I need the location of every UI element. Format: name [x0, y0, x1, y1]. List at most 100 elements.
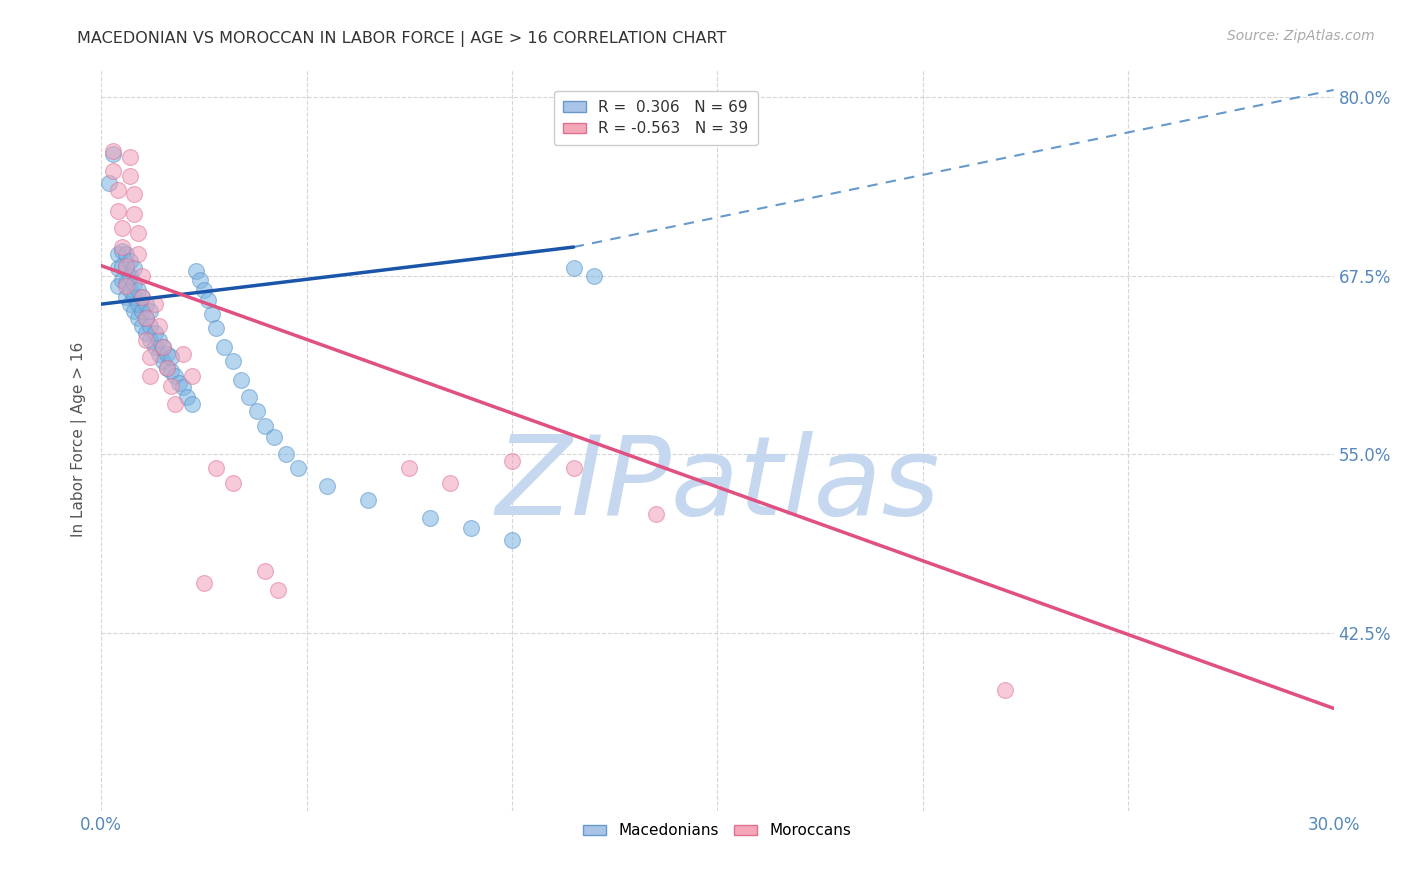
Point	[131, 318, 153, 333]
Point	[139, 350, 162, 364]
Point	[143, 297, 166, 311]
Point	[111, 244, 134, 259]
Point	[143, 340, 166, 354]
Point	[221, 354, 243, 368]
Point	[172, 347, 194, 361]
Point	[139, 368, 162, 383]
Point	[214, 340, 236, 354]
Point	[135, 326, 157, 340]
Point	[118, 254, 141, 268]
Text: ZIPatlas: ZIPatlas	[495, 431, 939, 538]
Point	[122, 290, 145, 304]
Point	[152, 354, 174, 368]
Point	[156, 361, 179, 376]
Point	[122, 187, 145, 202]
Point	[263, 430, 285, 444]
Point	[197, 293, 219, 307]
Point	[127, 311, 149, 326]
Point	[254, 418, 277, 433]
Point	[122, 261, 145, 276]
Point	[152, 340, 174, 354]
Point	[148, 347, 170, 361]
Point	[135, 311, 157, 326]
Point	[501, 533, 523, 547]
Point	[114, 247, 136, 261]
Point	[122, 304, 145, 318]
Point	[316, 478, 339, 492]
Point	[107, 278, 129, 293]
Point	[135, 311, 157, 326]
Point	[118, 169, 141, 183]
Point	[165, 368, 187, 383]
Point	[287, 461, 309, 475]
Point	[994, 682, 1017, 697]
Point	[439, 475, 461, 490]
Point	[246, 404, 269, 418]
Point	[165, 397, 187, 411]
Point	[172, 380, 194, 394]
Point	[160, 364, 183, 378]
Point	[127, 297, 149, 311]
Point	[267, 582, 290, 597]
Text: Source: ZipAtlas.com: Source: ZipAtlas.com	[1227, 29, 1375, 43]
Point	[131, 290, 153, 304]
Y-axis label: In Labor Force | Age > 16: In Labor Force | Age > 16	[72, 343, 87, 538]
Point	[562, 461, 585, 475]
Point	[180, 368, 202, 383]
Point	[107, 261, 129, 276]
Point	[180, 397, 202, 411]
Point	[103, 145, 125, 159]
Point	[152, 340, 174, 354]
Point	[205, 461, 228, 475]
Point	[107, 204, 129, 219]
Point	[229, 373, 252, 387]
Point	[114, 259, 136, 273]
Legend: Macedonians, Moroccans: Macedonians, Moroccans	[578, 817, 858, 845]
Point	[156, 361, 179, 376]
Point	[103, 147, 125, 161]
Point	[131, 268, 153, 283]
Point	[193, 575, 215, 590]
Point	[118, 268, 141, 283]
Point	[114, 290, 136, 304]
Point	[122, 207, 145, 221]
Point	[644, 507, 666, 521]
Point	[111, 273, 134, 287]
Point	[139, 318, 162, 333]
Point	[131, 304, 153, 318]
Point	[274, 447, 297, 461]
Point	[148, 333, 170, 347]
Point	[127, 247, 149, 261]
Point	[114, 261, 136, 276]
Point	[139, 333, 162, 347]
Point	[131, 290, 153, 304]
Point	[238, 390, 260, 404]
Point	[254, 564, 277, 578]
Point	[201, 307, 224, 321]
Point	[114, 278, 136, 293]
Point	[167, 376, 190, 390]
Point	[103, 164, 125, 178]
Point	[156, 347, 179, 361]
Point	[148, 318, 170, 333]
Point	[460, 521, 482, 535]
Point	[118, 150, 141, 164]
Point	[193, 283, 215, 297]
Point	[398, 461, 420, 475]
Point	[562, 261, 585, 276]
Point	[107, 183, 129, 197]
Point	[160, 350, 183, 364]
Point	[135, 333, 157, 347]
Point	[143, 326, 166, 340]
Point	[501, 454, 523, 468]
Point	[160, 378, 183, 392]
Point	[205, 321, 228, 335]
Point	[98, 176, 121, 190]
Point	[184, 264, 207, 278]
Point	[107, 247, 129, 261]
Point	[111, 259, 134, 273]
Point	[135, 297, 157, 311]
Point	[111, 221, 134, 235]
Point	[419, 511, 441, 525]
Point	[221, 475, 243, 490]
